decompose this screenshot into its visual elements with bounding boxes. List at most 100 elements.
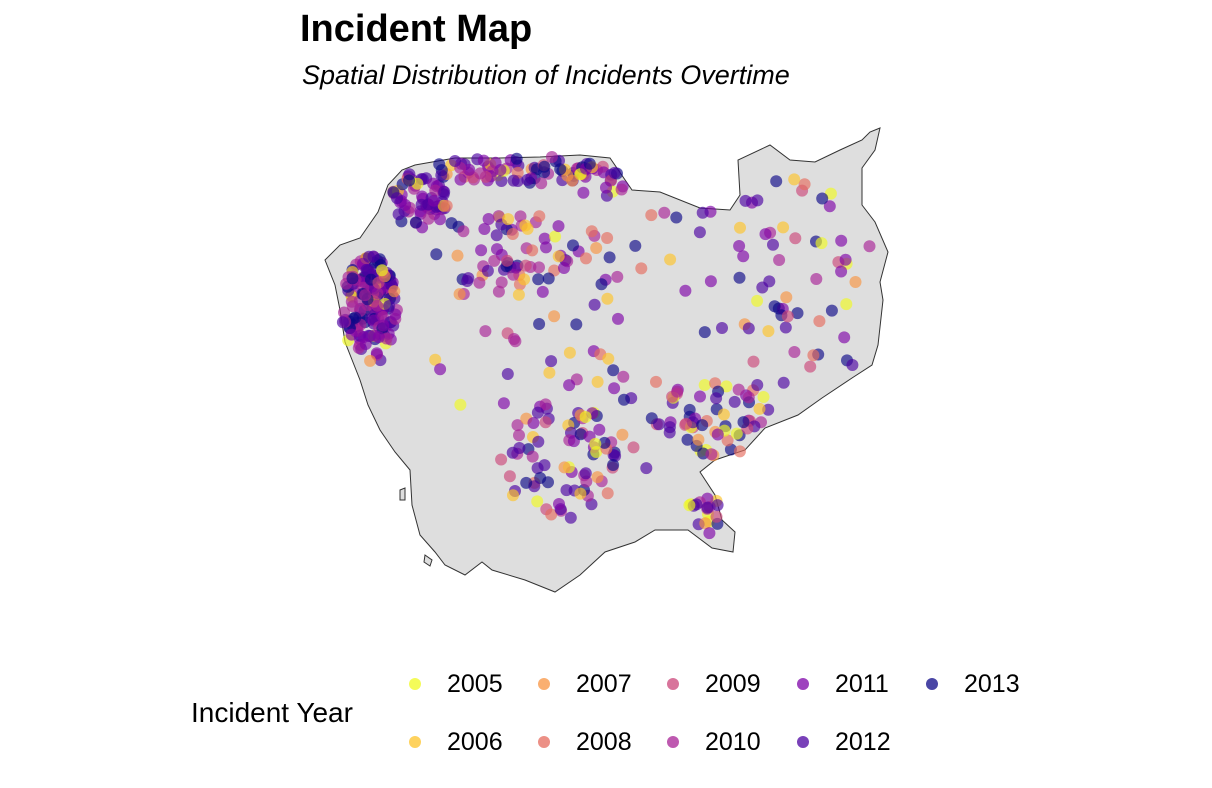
- incident-marker: [564, 511, 577, 524]
- incident-marker: [526, 244, 539, 257]
- incident-marker: [717, 408, 730, 421]
- incident-marker: [532, 435, 545, 448]
- incident-marker: [371, 299, 384, 312]
- incident-marker: [488, 254, 501, 267]
- incident-marker: [478, 223, 491, 235]
- incident-marker: [542, 272, 555, 285]
- incident-marker: [539, 416, 552, 429]
- incident-marker: [473, 276, 486, 289]
- incident-marker: [762, 403, 775, 416]
- incident-marker: [759, 228, 772, 241]
- incident-marker: [508, 333, 520, 345]
- incident-marker: [531, 406, 544, 419]
- incident-marker: [454, 173, 467, 186]
- incident-marker: [477, 154, 490, 167]
- incident-marker: [680, 417, 692, 430]
- incident-marker: [438, 185, 451, 198]
- island-small-2: [423, 554, 433, 567]
- legend-label: 2006: [447, 727, 503, 756]
- incident-marker: [789, 232, 802, 245]
- incident-marker: [815, 237, 828, 250]
- incident-marker: [539, 398, 552, 411]
- incident-marker: [533, 261, 545, 274]
- incident-marker: [721, 434, 734, 447]
- incident-marker: [640, 462, 653, 475]
- incident-marker: [601, 487, 614, 500]
- incident-marker: [768, 300, 781, 313]
- incident-marker: [770, 175, 783, 188]
- incident-marker: [519, 259, 532, 272]
- legend-dot-icon: [538, 678, 550, 690]
- incident-marker: [777, 376, 790, 389]
- legend-item-2005: 2005: [409, 669, 503, 699]
- incident-marker: [645, 209, 658, 222]
- legend-title: Incident Year: [191, 697, 353, 728]
- incident-marker: [372, 276, 385, 289]
- incident-marker: [457, 225, 470, 238]
- incident-marker: [762, 325, 775, 338]
- legend-dot-icon: [797, 736, 809, 748]
- incident-marker: [701, 501, 714, 514]
- incident-marker: [711, 428, 724, 441]
- incident-marker: [392, 208, 405, 221]
- legend-label: 2010: [705, 727, 761, 756]
- incident-marker: [552, 250, 565, 263]
- incident-marker: [513, 429, 525, 442]
- incident-marker: [492, 285, 505, 298]
- incident-marker: [533, 210, 546, 223]
- incident-marker: [538, 160, 551, 173]
- incident-marker: [521, 222, 534, 235]
- incident-marker: [495, 276, 508, 289]
- incident-marker: [618, 393, 630, 406]
- incident-marker: [490, 229, 503, 242]
- incident-marker: [788, 173, 801, 186]
- incident-marker: [566, 174, 579, 187]
- incident-marker: [590, 242, 603, 254]
- incident-marker: [804, 360, 817, 373]
- legend-item-2011: 2011: [797, 669, 889, 699]
- incident-marker: [773, 254, 786, 266]
- incident-marker: [737, 416, 750, 429]
- incident-marker: [510, 261, 522, 274]
- incident-marker: [545, 151, 558, 163]
- incident-marker: [607, 459, 620, 471]
- incident-marker: [577, 186, 590, 199]
- incident-marker: [510, 152, 523, 165]
- incident-marker: [608, 382, 621, 395]
- incident-marker: [724, 443, 737, 456]
- legend-label: 2012: [835, 727, 891, 756]
- incident-marker: [409, 216, 422, 229]
- incident-marker: [798, 178, 811, 191]
- incident-marker: [698, 326, 711, 339]
- incident-marker: [777, 221, 790, 234]
- incident-marker: [433, 158, 446, 171]
- incident-marker: [540, 241, 552, 254]
- incident-marker: [780, 291, 793, 304]
- incident-marker: [497, 397, 510, 410]
- incident-marker: [601, 232, 614, 244]
- incident-marker: [495, 453, 508, 466]
- incident-marker: [567, 239, 579, 252]
- incident-marker: [389, 308, 402, 321]
- incident-marker: [588, 298, 601, 311]
- incident-marker: [462, 272, 475, 285]
- incident-marker: [503, 470, 516, 483]
- incident-marker: [839, 253, 852, 266]
- incident-marker: [463, 163, 476, 176]
- incident-marker: [475, 244, 488, 257]
- legend-item-2012: 2012: [797, 727, 891, 757]
- incident-marker: [627, 441, 640, 454]
- incident-marker: [563, 379, 576, 392]
- incident-marker: [583, 157, 596, 170]
- incident-marker: [810, 273, 823, 285]
- legend-item-2008: 2008: [538, 727, 632, 757]
- incident-marker: [635, 262, 648, 275]
- incident-marker: [846, 359, 859, 371]
- legend-item-2013: 2013: [926, 669, 1020, 699]
- incident-marker: [824, 187, 837, 200]
- incident-marker: [696, 419, 709, 432]
- legend-dot-icon: [667, 678, 679, 690]
- incident-marker: [364, 354, 377, 367]
- incident-marker: [788, 346, 801, 358]
- incident-marker: [653, 418, 665, 431]
